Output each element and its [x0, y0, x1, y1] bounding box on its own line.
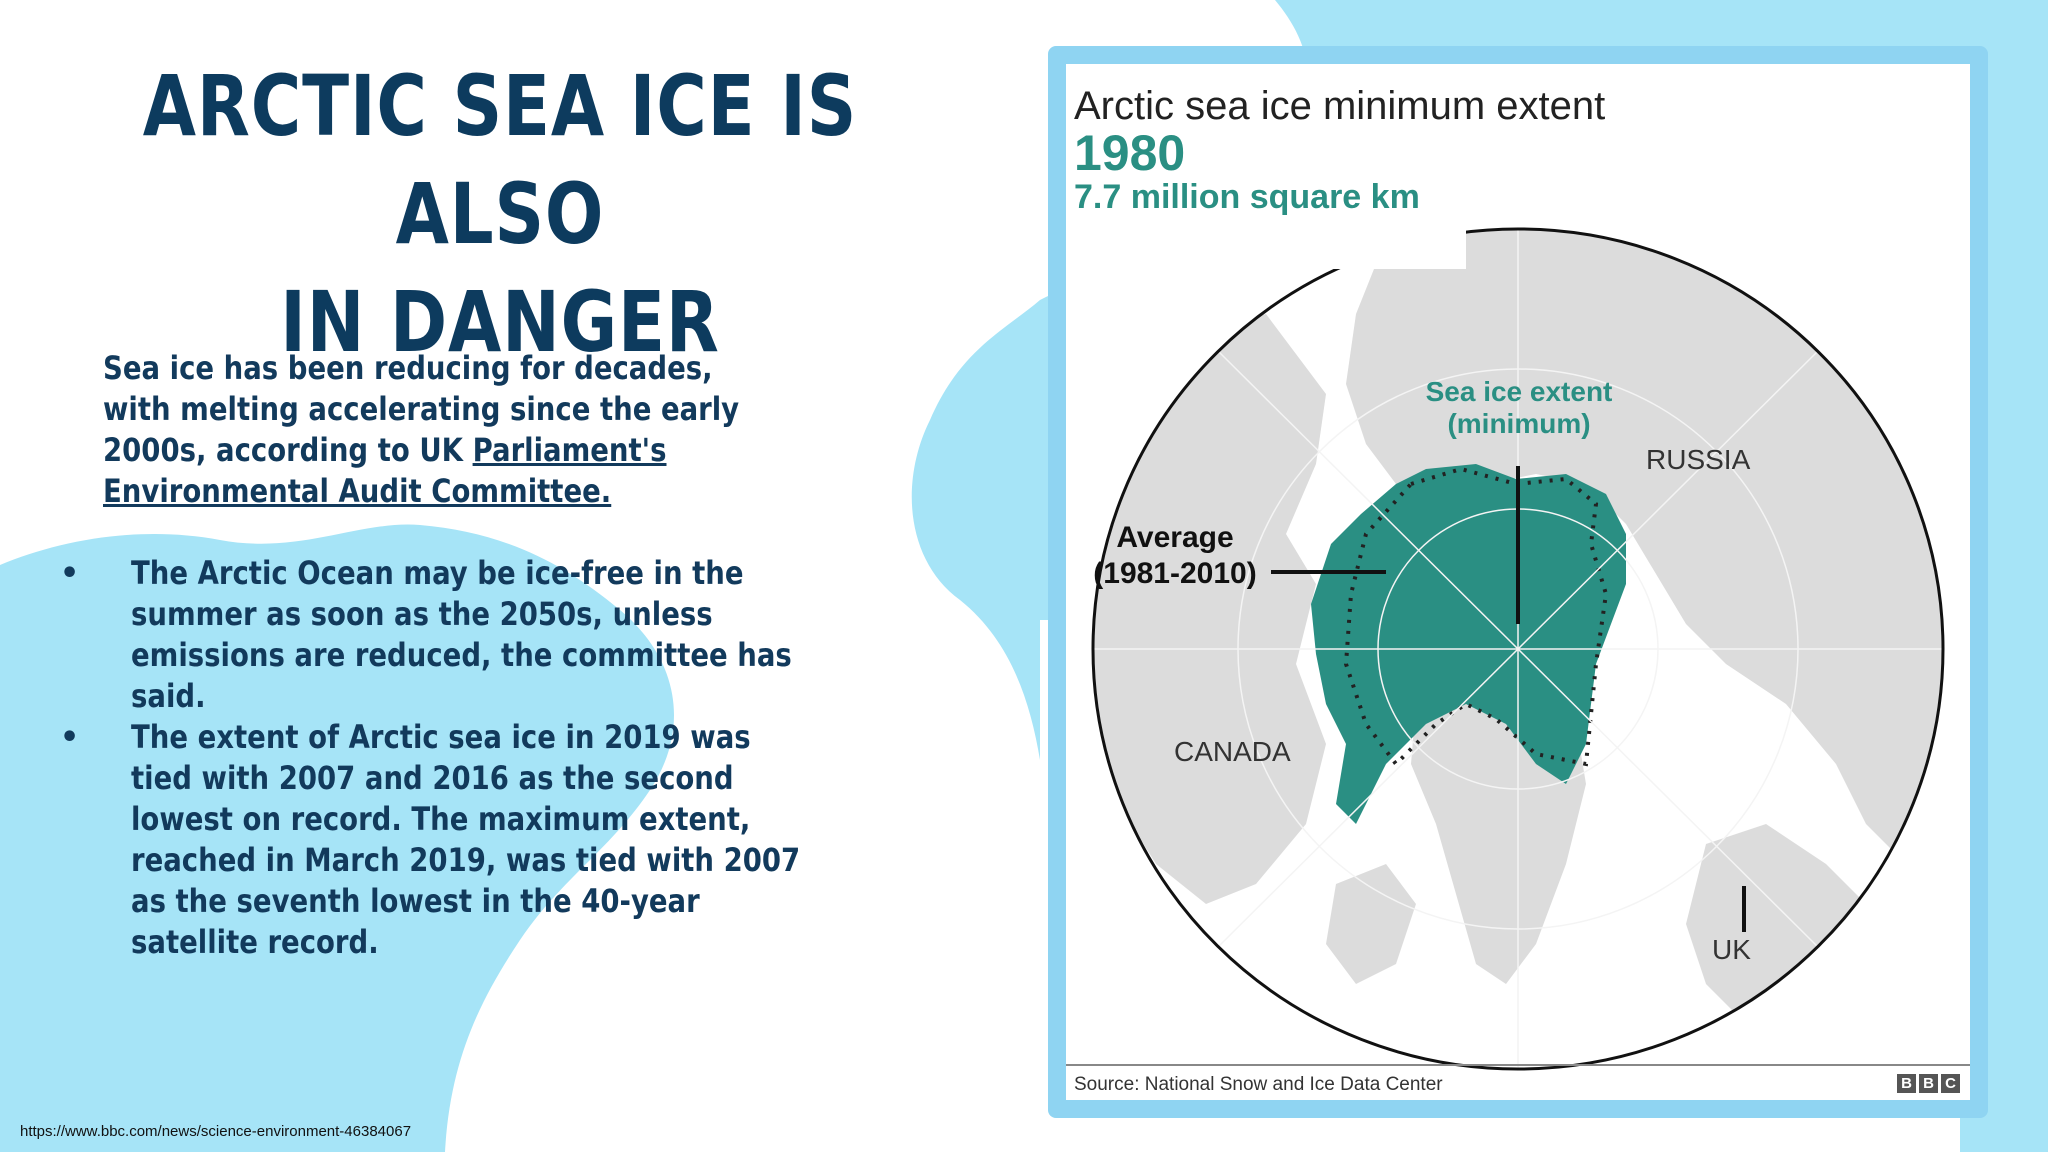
- map-image-frame: Arctic sea ice minimum extent 1980 7.7 m…: [1048, 46, 1988, 1118]
- bbc-logo-letter: B: [1919, 1074, 1938, 1093]
- sea-ice-label-line1: Sea ice extent: [1425, 376, 1613, 407]
- uk-label: UK: [1712, 934, 1751, 965]
- bbc-logo-letter: B: [1897, 1074, 1916, 1093]
- russia-landmass: [1346, 229, 1943, 884]
- average-label-line1: Average: [1116, 521, 1234, 554]
- map-title: Arctic sea ice minimum extent: [1074, 84, 1606, 128]
- title-line-2: IN DANGER: [280, 273, 720, 371]
- committee-link[interactable]: Parliament's Environmental Audit Committ…: [103, 431, 667, 510]
- map-extent-value: 7.7 million square km: [1074, 178, 1420, 216]
- arctic-map-svg: [1066, 124, 1945, 1071]
- island-landmass: [1326, 864, 1416, 984]
- map-source: Source: National Snow and Ice Data Cente…: [1074, 1074, 1443, 1095]
- bullet-list: • The Arctic Ocean may be ice-free in th…: [60, 553, 940, 963]
- bullet-text: The Arctic Ocean may be ice-free in the …: [131, 554, 792, 715]
- canada-landmass: [1093, 314, 1326, 904]
- arctic-map-infographic: Arctic sea ice minimum extent 1980 7.7 m…: [1066, 64, 1970, 1100]
- bullet-text: The extent of Arctic sea ice in 2019 was…: [131, 718, 801, 961]
- intro-paragraph: Sea ice has been reducing for decades, w…: [103, 348, 774, 512]
- intro-text: Sea ice has been reducing for decades, w…: [103, 349, 740, 469]
- average-extent-line: [1343, 466, 1609, 768]
- source-url[interactable]: https://www.bbc.com/news/science-environ…: [20, 1123, 412, 1140]
- sea-ice-label-line2: (minimum): [1447, 408, 1591, 439]
- russia-label: RUSSIA: [1646, 444, 1751, 475]
- list-item: • The extent of Arctic sea ice in 2019 w…: [60, 717, 940, 963]
- canada-label: CANADA: [1174, 736, 1291, 767]
- map-year: 1980: [1074, 125, 1186, 181]
- globe-outline: [1091, 227, 1945, 1071]
- list-item: • The Arctic Ocean may be ice-free in th…: [60, 553, 940, 717]
- sea-ice-label: Sea ice extent (minimum): [1404, 376, 1634, 440]
- map-footer-divider: [1066, 1064, 1970, 1066]
- bbc-logo-letter: C: [1941, 1074, 1960, 1093]
- bullet-dot-icon: •: [60, 556, 80, 591]
- bbc-logo-icon: B B C: [1897, 1074, 1960, 1093]
- average-label-line2: (1981-2010): [1093, 557, 1257, 590]
- sea-ice-extent: [1311, 464, 1626, 824]
- title-line-1: ARCTIC SEA ICE IS ALSO: [142, 57, 858, 263]
- page-title: ARCTIC SEA ICE IS ALSO IN DANGER: [115, 52, 886, 376]
- average-label: Average (1981-2010): [1090, 520, 1260, 592]
- bullet-dot-icon: •: [60, 720, 80, 755]
